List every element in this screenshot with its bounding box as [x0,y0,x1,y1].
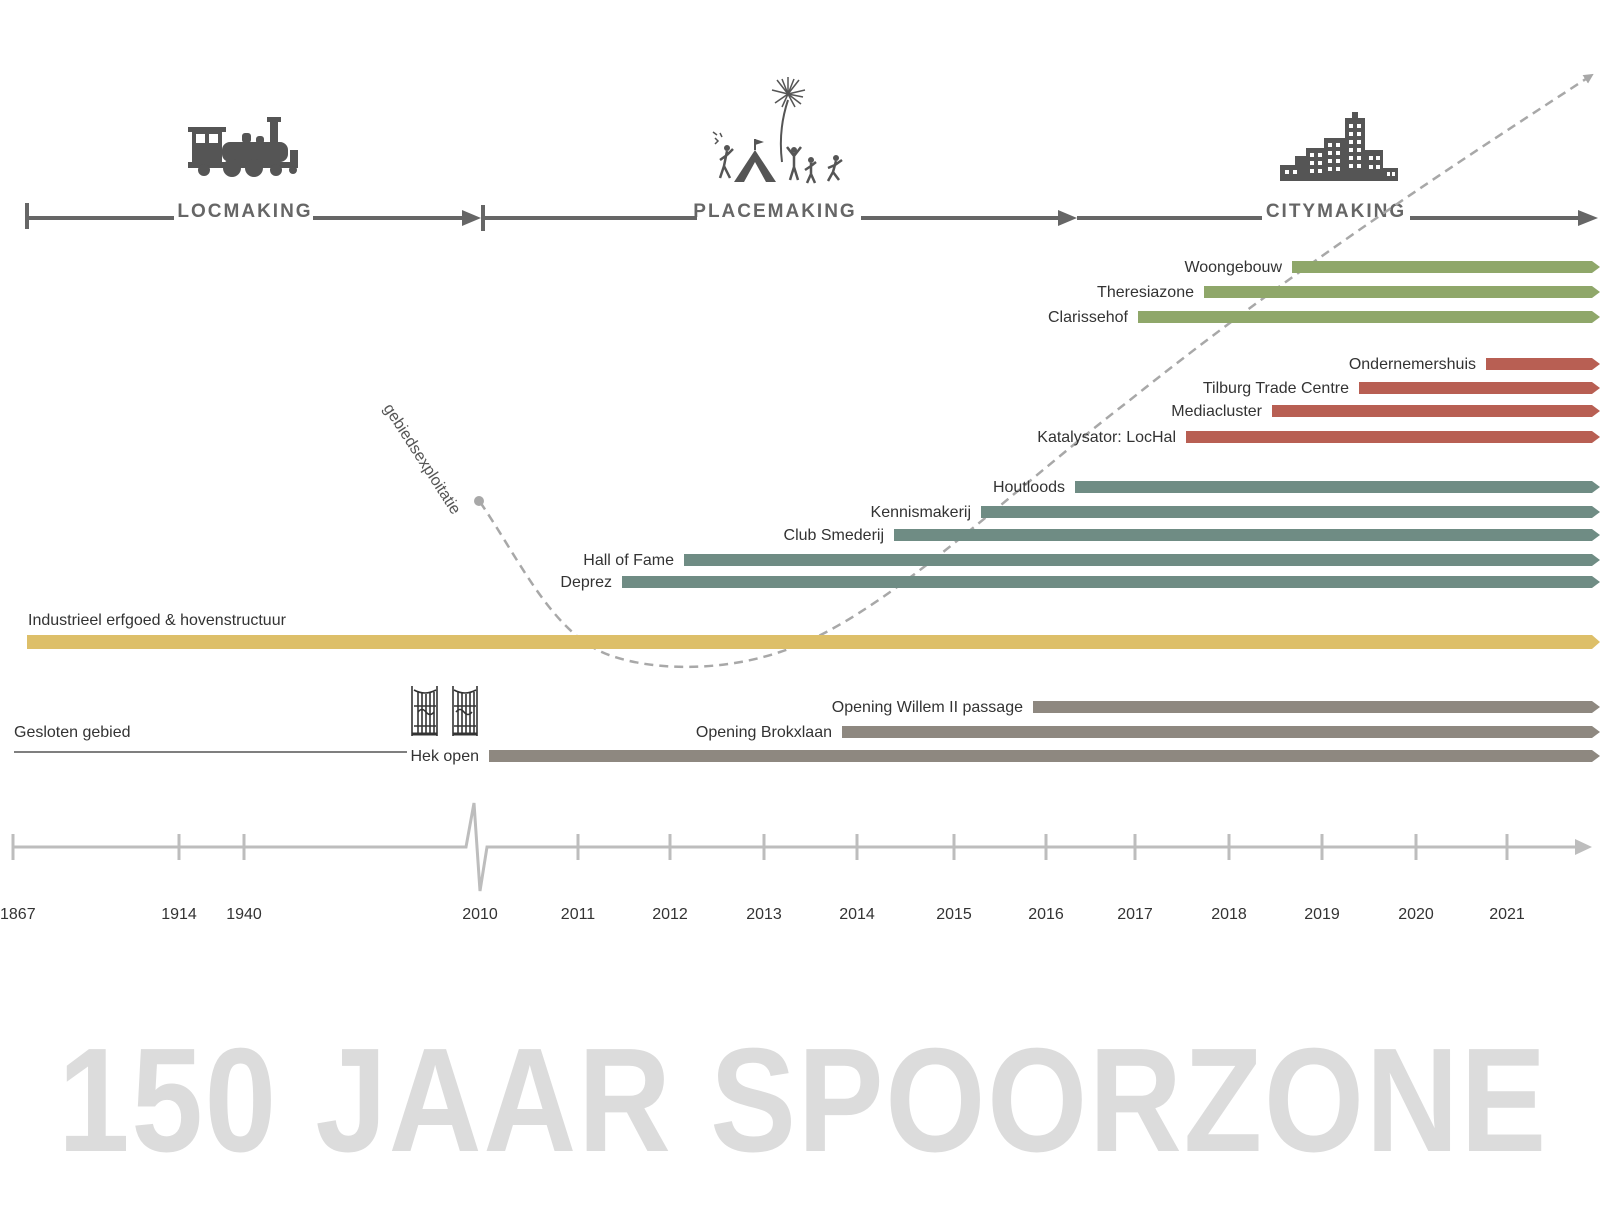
year-label-2014: 2014 [839,906,875,923]
bar-label-theresiazone: Theresiazone [1097,284,1194,301]
bar-label-hek-open: Hek open [411,748,480,765]
open-gate-icon [411,686,478,736]
year-label-2018: 2018 [1211,906,1247,923]
bar-label-opening-willem-ii-passage: Opening Willem II passage [832,699,1023,716]
year-label-2020: 2020 [1398,906,1434,923]
bar-tilburg-trade-centre [1359,382,1600,394]
bar-kennismakerij [981,506,1600,518]
year-label-2021: 2021 [1489,906,1525,923]
bar-ondernemershuis [1486,358,1600,370]
festival-crowd-icon [712,77,843,184]
curve-start-dot [474,496,484,506]
bar-label-clarissehof: Clarissehof [1048,309,1129,326]
year-label-2016: 2016 [1028,906,1064,923]
year-label-1867: 1867 [0,906,36,923]
phase-label-placemaking: PLACEMAKING [693,201,856,222]
bars-layer: Woongebouw Theresiazone Clarissehof Onderne… [14,259,1600,765]
year-label-2017: 2017 [1117,906,1153,923]
bar-opening-brokxlaan [842,726,1600,738]
bar-label-kennismakerij: Kennismakerij [871,504,971,521]
bar-label-deprez: Deprez [560,574,612,591]
bar-label-mediacluster: Mediacluster [1171,403,1262,420]
bar-industrieel-erfgoed-hovenstructuur [27,635,1600,649]
phase-arrow [1058,210,1077,226]
closed-area-label: Gesloten gebied [14,724,131,741]
year-label-2011: 2011 [561,906,596,923]
bar-club-smederij [894,529,1600,541]
steam-locomotive-icon [188,117,298,177]
bar-label-hall-of-fame: Hall of Fame [583,552,674,569]
phase-arrow [1578,210,1598,226]
bar-hall-of-fame [684,554,1600,566]
year-label-2015: 2015 [936,906,972,923]
bar-label-houtloods: Houtloods [993,479,1065,496]
year-label-1914: 1914 [161,906,197,923]
year-axis: 1867 1914 1940 2010 2011 2012 2013 2014 2015 2016… [0,802,1592,923]
bar-label-club-smederij: Club Smederij [784,527,884,544]
bar-label-tilburg-trade-centre: Tilburg Trade Centre [1203,380,1349,397]
year-axis-line [13,802,1578,892]
phase-label-citymaking: CITYMAKING [1266,201,1406,222]
phase-axis: LOCMAKING PLACEMAKING CITYMAKING [25,201,1598,231]
curve-label: gebiedsexploitatie [380,401,464,518]
bar-mediacluster [1272,405,1600,417]
bar-katalysator-lochal [1186,431,1600,443]
year-label-1940: 1940 [226,906,262,923]
bar-hek-open [489,750,1600,762]
page-title: 150 JAAR SPOORZONE [58,1018,1548,1183]
phase-arrow [462,210,481,226]
bar-theresiazone [1204,286,1600,298]
city-buildings-icon [1280,112,1398,181]
year-label-2019: 2019 [1304,906,1340,923]
year-label-2010: 2010 [462,906,498,923]
bar-clarissehof [1138,311,1600,323]
bar-opening-willem-ii-passage [1033,701,1600,713]
bar-houtloods [1075,481,1600,493]
bar-label-ondernemershuis: Ondernemershuis [1349,356,1476,373]
bar-label-woongebouw: Woongebouw [1184,259,1282,276]
bar-label-katalysator-lochal: Katalysator: LocHal [1037,429,1176,446]
bar-label-industrieel-erfgoed-hovenstructuur: Industrieel erfgoed & hovenstructuur [28,612,287,629]
phase-label-locmaking: LOCMAKING [177,201,312,222]
year-axis-arrow [1575,839,1592,855]
year-label-2013: 2013 [746,906,782,923]
bar-deprez [622,576,1600,588]
bar-woongebouw [1292,261,1600,273]
year-label-2012: 2012 [652,906,688,923]
bar-label-opening-brokxlaan: Opening Brokxlaan [696,724,832,741]
